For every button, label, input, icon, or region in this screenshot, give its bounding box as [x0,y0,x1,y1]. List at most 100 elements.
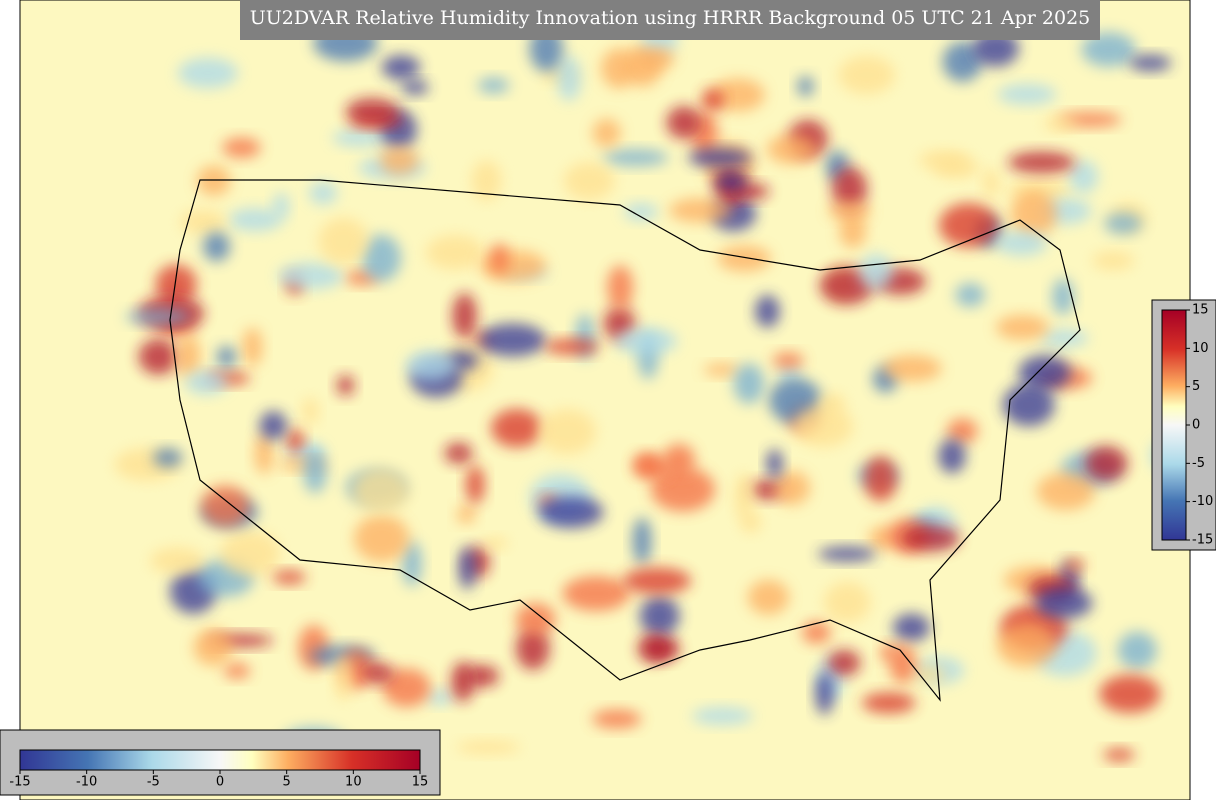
field-blob [381,55,421,80]
field-blob [177,57,238,89]
field-blob [456,505,476,524]
field-blob [149,547,205,574]
colorbar-bottom [19,749,421,771]
field-blob [477,77,510,94]
country-outline [169,179,1081,702]
field-blob [308,181,338,205]
field-blob [592,709,642,729]
field-blob [766,134,817,165]
field-blob [882,354,942,382]
field-blob [638,47,675,70]
field-blob [703,363,740,377]
colorbar-tick-label: 15 [412,775,429,790]
field-blob [203,231,231,262]
field-blob [336,375,355,396]
field-blob [515,603,556,636]
colorbar-tick-label: -15 [1192,533,1213,548]
field-blob [1052,278,1074,316]
colorbar-tick-label: -15 [9,775,30,790]
field-blob [544,338,600,355]
field-blob [353,514,410,563]
field-blob [1068,160,1099,194]
field-blob [382,668,431,707]
colorbar-tick-label: 0 [1192,418,1200,433]
field-blob [444,442,473,464]
field-blob [933,158,980,179]
field-blob [465,465,485,505]
field-blob [668,197,732,223]
field-blob [666,106,702,140]
field-blob [272,192,290,220]
field-blob [766,449,783,479]
field-blob [184,370,228,395]
field-blob [802,621,831,644]
field-blob [458,546,476,590]
field-blob [345,97,399,125]
field-blob [556,55,582,102]
field-blob [754,294,780,328]
field-blob [662,443,696,476]
field-blob [302,397,319,425]
field-blob [1099,674,1161,714]
colorbar-tick-label: -5 [1192,456,1205,471]
field-blob [747,579,790,615]
field-blob [332,129,386,147]
field-blob [153,448,183,468]
field-blob [901,525,960,552]
field-blob [196,165,231,196]
colorbar-tick-label: 15 [1192,303,1209,318]
field-blob [471,160,502,201]
field-blob [983,167,1000,198]
title-box [240,0,1100,40]
field-blob [831,167,868,211]
field-blob [242,327,263,367]
field-blob [405,350,457,381]
field-blob [425,234,485,270]
field-blob [863,456,898,502]
field-blob [1035,586,1093,620]
field-blob [691,707,754,725]
field-blob [379,146,420,175]
field-blob [361,234,402,282]
field-blob [714,173,749,190]
field-blob [701,88,724,112]
field-blob [303,449,327,494]
field-blob [490,243,509,275]
field-blob [1103,748,1135,762]
field-blob [1018,355,1071,391]
field-blob [479,250,547,282]
field-blob [947,418,978,444]
field-blob [614,327,678,356]
field-blob [995,314,1049,341]
field-blob [827,649,861,676]
field-blob [607,265,634,310]
field-blob [592,118,621,148]
field-blob [286,428,305,453]
field-blob [259,410,288,441]
field-blob [193,628,234,666]
field-blob [942,41,983,82]
field-blob [892,613,931,642]
field-blob [452,292,477,339]
field-blob [351,468,410,513]
field-blob [223,663,251,679]
colorbar-tick-label: 5 [1192,379,1200,394]
field-blob [1062,558,1086,573]
field-blob [623,567,692,595]
field-blob [1008,151,1076,174]
field-blob [623,203,659,221]
field-blob [1081,32,1137,67]
field-blob [1091,251,1135,271]
field-blob [733,363,765,404]
field-blob [272,570,306,585]
field-blob [220,530,281,577]
field-blob [334,654,352,702]
colorbar-right [1161,309,1187,541]
colorbar-tick-label: 10 [1192,341,1209,356]
field-blob [1010,189,1057,238]
field-blob [862,692,916,714]
map-title: UU2DVAR Relative Humidity Innovation usi… [250,7,1091,29]
field-blob [823,581,871,623]
field-blob [402,540,422,587]
